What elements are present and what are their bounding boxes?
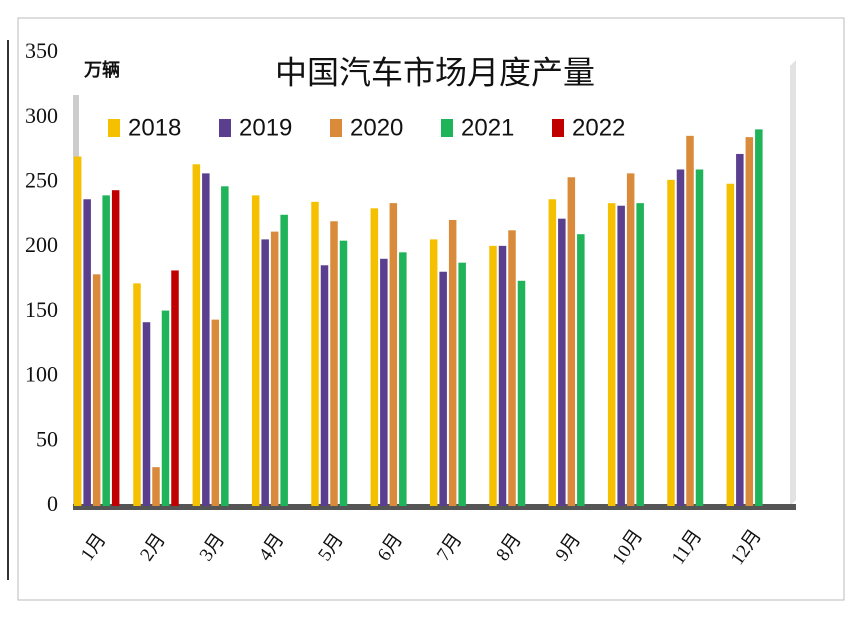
y-tick-label: 50	[36, 426, 58, 451]
chart-frame	[17, 17, 845, 601]
x-tick-label: 2月	[136, 530, 170, 565]
bar	[695, 169, 704, 506]
x-tick-label: 7月	[433, 530, 467, 565]
bar	[142, 322, 151, 506]
bar	[577, 234, 585, 506]
bar	[221, 186, 229, 506]
legend-label: 2018	[128, 114, 181, 141]
bar	[755, 129, 763, 506]
bar	[667, 179, 675, 506]
bar	[567, 177, 576, 506]
y-unit: 万辆	[83, 59, 120, 80]
bar	[517, 280, 526, 506]
legend-swatch	[330, 119, 342, 137]
bar	[745, 137, 754, 506]
x-tick-label: 3月	[196, 530, 230, 565]
y-tick-label: 350	[25, 38, 58, 63]
bar	[439, 271, 447, 506]
bar	[676, 169, 685, 506]
bar	[83, 199, 91, 507]
legend-label: 2019	[239, 114, 292, 141]
x-tick-label: 5月	[314, 530, 348, 565]
bar	[370, 208, 379, 507]
bar	[280, 214, 288, 507]
legend-swatch	[441, 119, 453, 137]
bar	[92, 274, 101, 506]
bar	[320, 265, 329, 506]
y-tick-label: 100	[25, 362, 58, 387]
bar	[458, 262, 466, 506]
bar	[73, 156, 82, 507]
y-tick-label: 150	[25, 297, 58, 322]
bar	[448, 219, 457, 506]
bar	[251, 195, 260, 506]
y-tick-label: 0	[47, 491, 58, 516]
legend-label: 2020	[350, 114, 403, 141]
legend-swatch	[219, 119, 231, 137]
bar	[192, 164, 201, 506]
bar	[389, 203, 398, 506]
x-tick-label: 6月	[374, 530, 408, 565]
bar	[399, 252, 407, 506]
bar	[380, 258, 388, 506]
bar	[498, 245, 507, 506]
y-tick-label: 200	[25, 232, 58, 257]
bar	[607, 203, 616, 506]
legend-label: 2022	[572, 114, 625, 141]
bar	[161, 310, 170, 506]
x-tick-label: 8月	[492, 530, 526, 565]
y-tick-label: 250	[25, 167, 58, 192]
bar	[339, 240, 348, 506]
bar	[171, 270, 179, 506]
bar	[311, 201, 319, 507]
bar	[617, 205, 625, 506]
bar	[202, 173, 210, 506]
bar	[429, 239, 438, 506]
bar	[102, 195, 110, 506]
x-tick-label: 11月	[668, 526, 707, 569]
x-tick-label: 4月	[255, 530, 289, 565]
bar	[152, 467, 160, 506]
x-axis-floor	[73, 504, 796, 510]
bar	[636, 203, 644, 506]
bar	[261, 239, 269, 506]
x-tick-label: 10月	[608, 526, 647, 569]
bar	[489, 245, 497, 506]
chart-title: 中国汽车市场月度产量	[275, 54, 595, 90]
bar	[508, 230, 516, 506]
bar	[270, 231, 279, 506]
bar	[736, 153, 744, 506]
bar	[548, 199, 557, 507]
bar	[330, 221, 338, 506]
bar	[133, 283, 141, 506]
y-tick-label: 300	[25, 103, 58, 128]
legend-swatch	[552, 119, 564, 137]
x-tick-label: 9月	[552, 530, 586, 565]
legend-label: 2021	[461, 114, 514, 141]
bar	[686, 135, 694, 506]
bar	[111, 190, 120, 507]
bar	[211, 319, 220, 506]
legend-swatch	[108, 119, 120, 137]
x-tick-label: 1月	[77, 530, 111, 565]
bar	[626, 173, 635, 506]
bar	[726, 183, 735, 507]
bar	[558, 218, 566, 506]
x-tick-label: 12月	[727, 526, 766, 569]
